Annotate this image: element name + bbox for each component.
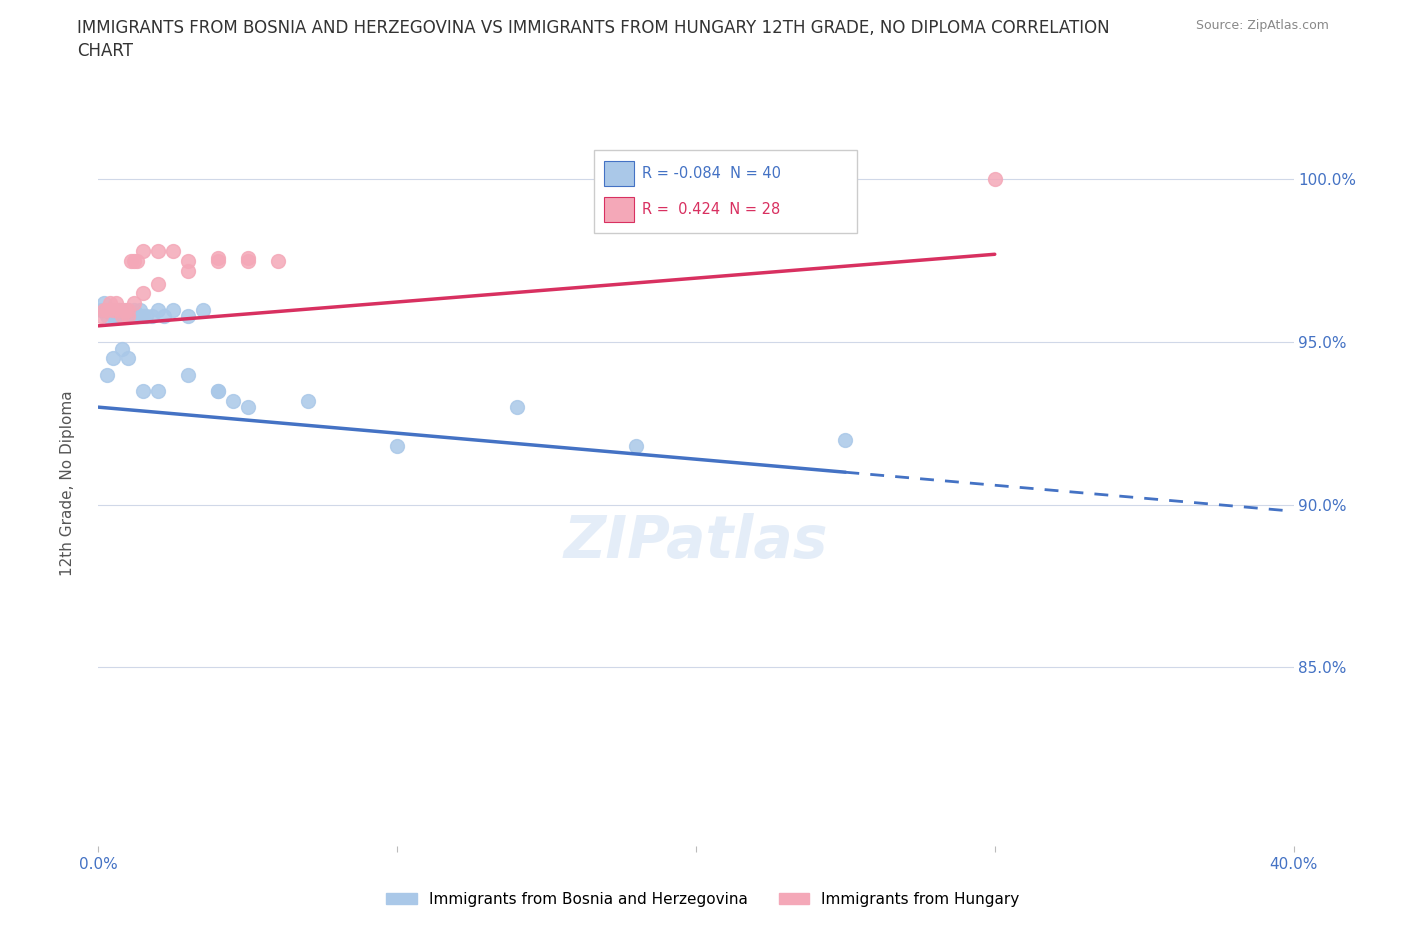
Point [177, 367, 200, 382]
Point [117, 309, 139, 324]
Point [103, 302, 125, 317]
Point [108, 302, 131, 317]
Point [132, 383, 155, 398]
Point [207, 383, 229, 398]
Point [207, 383, 229, 398]
Point [96, 309, 118, 324]
FancyBboxPatch shape [605, 161, 634, 186]
Point [98, 302, 122, 317]
Text: R = -0.084  N = 40: R = -0.084 N = 40 [643, 166, 782, 180]
Point [141, 309, 163, 324]
Point [267, 253, 290, 268]
Text: Source: ZipAtlas.com: Source: ZipAtlas.com [1195, 19, 1329, 32]
Point [506, 400, 529, 415]
Text: R =  0.424  N = 28: R = 0.424 N = 28 [643, 202, 780, 217]
Point [177, 263, 200, 278]
Point [177, 253, 200, 268]
Legend: Immigrants from Bosnia and Herzegovina, Immigrants from Hungary: Immigrants from Bosnia and Herzegovina, … [380, 886, 1026, 913]
Point [93, 302, 115, 317]
Point [114, 302, 136, 317]
Point [114, 309, 136, 324]
Point [385, 439, 409, 454]
Point [120, 309, 142, 324]
Point [124, 296, 146, 311]
Point [236, 253, 259, 268]
Point [117, 302, 139, 317]
Point [177, 309, 200, 324]
FancyBboxPatch shape [605, 197, 634, 222]
Text: ZIPatlas: ZIPatlas [564, 513, 828, 570]
Point [117, 309, 139, 324]
Point [111, 302, 134, 317]
Point [162, 302, 184, 317]
Point [98, 296, 122, 311]
Point [127, 309, 149, 324]
Point [132, 309, 155, 324]
Point [148, 276, 170, 291]
Point [132, 244, 155, 259]
Point [103, 309, 125, 324]
Point [90, 302, 112, 317]
Point [129, 302, 152, 317]
Point [191, 302, 214, 317]
Point [135, 309, 157, 324]
Point [626, 439, 648, 454]
Point [127, 253, 149, 268]
Point [124, 253, 146, 268]
Point [148, 244, 170, 259]
Point [207, 250, 229, 265]
Point [236, 400, 259, 415]
Point [120, 253, 142, 268]
Point [207, 253, 229, 268]
Point [124, 302, 146, 317]
Point [111, 341, 134, 356]
Point [111, 309, 134, 324]
Point [222, 393, 245, 408]
Point [148, 302, 170, 317]
Point [984, 172, 1007, 187]
FancyBboxPatch shape [595, 150, 858, 233]
Point [236, 250, 259, 265]
Point [117, 351, 139, 365]
Point [148, 383, 170, 398]
Text: CHART: CHART [77, 42, 134, 60]
Point [96, 367, 118, 382]
Text: IMMIGRANTS FROM BOSNIA AND HERZEGOVINA VS IMMIGRANTS FROM HUNGARY 12TH GRADE, NO: IMMIGRANTS FROM BOSNIA AND HERZEGOVINA V… [77, 19, 1109, 36]
Point [117, 302, 139, 317]
Point [834, 432, 856, 447]
Point [103, 351, 125, 365]
Point [103, 302, 125, 317]
Point [105, 296, 128, 311]
Y-axis label: 12th Grade, No Diploma: 12th Grade, No Diploma [60, 391, 75, 577]
Point [105, 309, 128, 324]
Point [297, 393, 319, 408]
Point [162, 244, 184, 259]
Point [90, 309, 112, 324]
Point [96, 302, 118, 317]
Point [108, 302, 131, 317]
Point [93, 296, 115, 311]
Point [153, 309, 176, 324]
Point [132, 286, 155, 300]
